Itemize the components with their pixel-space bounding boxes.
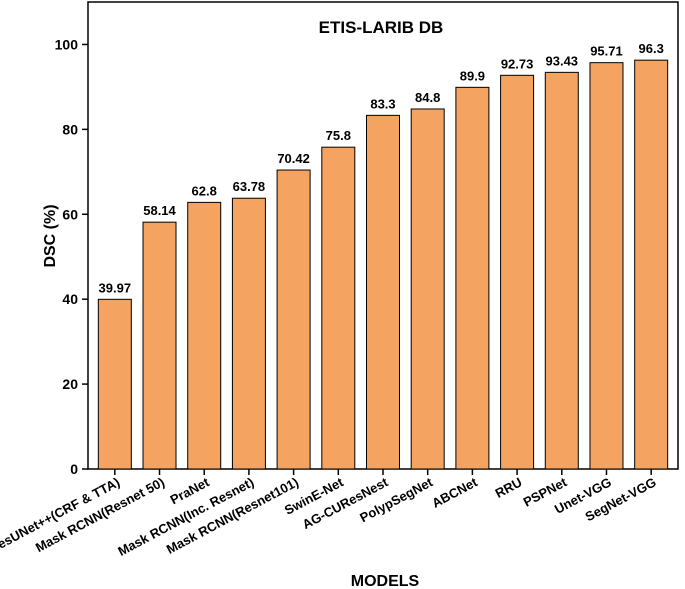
data-label: 96.3 [639,41,664,56]
data-label: 93.43 [546,53,579,68]
data-label: 75.8 [326,128,351,143]
data-label: 84.8 [415,90,440,105]
y-tick-label: 100 [55,36,79,52]
bar [97,298,132,470]
bars [97,59,669,470]
data-label: 83.3 [370,96,395,111]
data-label: 39.97 [99,280,132,295]
bar [410,108,445,470]
bar [589,62,624,470]
bar [634,59,669,470]
data-label: 62.8 [192,183,217,198]
y-axis: 0 20 40 60 80 100 [55,36,88,477]
data-label: 58.14 [143,203,176,218]
x-axis: ResUNet++(CRF & TTA)Mask RCNN(Resnet 50)… [0,469,659,559]
y-tick-label: 60 [62,206,78,222]
x-tick-label: ABCNet [429,474,480,511]
y-tick-label: 80 [62,121,78,137]
data-labels: 39.97 58.14 62.8 63.78 70.42 75.8 83.3 84.8 89.9… [99,41,664,295]
y-tick-label: 40 [62,291,78,307]
y-axis-title: DSC (%) [42,204,59,267]
chart-title: ETIS-LARIB DB [319,18,444,37]
x-axis-title: MODELS [351,573,420,589]
x-tick-label: RRU [493,474,525,500]
data-label: 89.9 [460,68,485,83]
bar [500,74,535,470]
bar [276,169,311,470]
data-label: 70.42 [277,151,310,166]
y-tick-label: 0 [70,461,78,477]
data-label: 92.73 [501,56,534,71]
bar [231,197,266,470]
y-tick-label: 20 [62,376,78,392]
bar [142,221,177,470]
bar [321,146,356,470]
bar [366,114,400,470]
data-label: 95.71 [590,44,623,59]
bar [187,201,222,470]
bar [544,71,579,470]
data-label: 63.78 [233,179,266,194]
bar [455,86,490,470]
